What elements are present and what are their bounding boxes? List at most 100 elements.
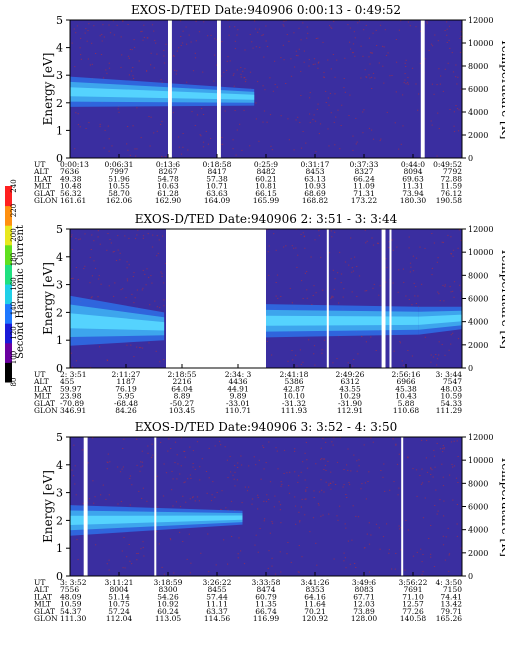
noise-speck xyxy=(232,74,234,76)
noise-speck xyxy=(344,557,346,559)
orbit-cell: 61.28 xyxy=(157,189,179,198)
data-gap xyxy=(217,20,221,158)
noise-speck xyxy=(108,569,110,571)
data-gap xyxy=(401,437,404,576)
y2-tick-label: 8000 xyxy=(468,62,488,71)
noise-speck xyxy=(109,461,111,463)
noise-speck xyxy=(379,285,381,287)
noise-speck xyxy=(237,29,239,31)
noise-speck xyxy=(215,564,217,566)
noise-speck xyxy=(265,462,267,464)
noise-speck xyxy=(133,39,135,41)
noise-speck xyxy=(300,70,302,72)
noise-speck xyxy=(297,571,299,573)
noise-speck xyxy=(395,91,397,93)
noise-speck xyxy=(371,76,373,78)
noise-speck xyxy=(304,498,306,500)
noise-speck xyxy=(199,466,201,468)
noise-speck xyxy=(136,289,138,291)
noise-speck xyxy=(179,531,181,533)
noise-speck xyxy=(446,28,448,30)
noise-speck xyxy=(291,350,293,351)
noise-speck xyxy=(433,455,436,457)
noise-speck xyxy=(134,148,136,150)
noise-speck xyxy=(227,477,229,479)
noise-speck xyxy=(122,567,124,569)
y2-tick-label: 8000 xyxy=(468,271,488,280)
noise-speck xyxy=(442,476,444,478)
noise-speck xyxy=(113,251,115,252)
orbit-cell: 73.94 xyxy=(402,189,424,198)
noise-speck xyxy=(452,249,455,251)
noise-speck xyxy=(355,117,357,119)
noise-speck xyxy=(73,444,75,446)
noise-speck xyxy=(258,28,261,30)
noise-speck xyxy=(300,506,302,508)
noise-speck xyxy=(309,531,311,533)
noise-speck xyxy=(241,464,243,466)
noise-speck xyxy=(276,450,278,452)
noise-speck xyxy=(266,229,268,231)
noise-speck xyxy=(175,501,177,503)
noise-speck xyxy=(165,472,168,474)
noise-speck xyxy=(106,72,108,74)
noise-speck xyxy=(83,268,85,270)
noise-speck xyxy=(408,247,410,249)
noise-speck xyxy=(150,52,152,54)
noise-speck xyxy=(286,553,288,555)
noise-speck xyxy=(75,494,77,496)
noise-speck xyxy=(230,500,233,502)
noise-speck xyxy=(394,122,396,124)
noise-speck xyxy=(343,87,345,89)
noise-speck xyxy=(415,286,417,288)
noise-speck xyxy=(119,252,121,254)
noise-speck xyxy=(236,479,238,481)
noise-speck xyxy=(421,573,423,575)
noise-speck xyxy=(403,82,405,84)
noise-speck xyxy=(456,535,458,537)
noise-speck xyxy=(369,52,372,54)
noise-speck xyxy=(332,481,334,483)
noise-speck xyxy=(325,441,327,443)
noise-speck xyxy=(386,267,388,269)
orbit-cell: 103.45 xyxy=(169,406,195,415)
noise-speck xyxy=(308,65,310,67)
noise-speck xyxy=(323,71,325,73)
noise-speck xyxy=(368,543,371,545)
noise-speck xyxy=(115,260,118,261)
noise-speck xyxy=(419,246,421,248)
noise-speck xyxy=(237,553,239,555)
noise-speck xyxy=(270,145,272,147)
noise-speck xyxy=(458,229,460,231)
noise-speck xyxy=(266,494,268,496)
noise-speck xyxy=(132,67,134,68)
noise-speck xyxy=(159,307,161,309)
noise-speck xyxy=(424,497,426,499)
noise-speck xyxy=(291,302,293,304)
noise-speck xyxy=(223,71,225,73)
noise-speck xyxy=(123,438,125,440)
noise-speck xyxy=(365,76,367,78)
noise-speck xyxy=(453,281,456,283)
noise-speck xyxy=(457,482,459,483)
noise-speck xyxy=(329,93,331,94)
y-tick-label: 0 xyxy=(56,570,63,583)
noise-speck xyxy=(108,62,110,64)
noise-speck xyxy=(206,492,208,494)
noise-speck xyxy=(333,437,335,439)
noise-speck xyxy=(268,499,270,500)
noise-speck xyxy=(271,557,273,559)
panel-1: EXOS-D/TED Date:940906 0:00:13 - 0:49:52… xyxy=(33,3,505,205)
noise-speck xyxy=(291,245,293,247)
orbit-cell: 4436 xyxy=(228,377,247,386)
noise-speck xyxy=(417,295,419,297)
noise-speck xyxy=(431,45,434,47)
noise-speck xyxy=(440,75,442,77)
noise-speck xyxy=(180,437,183,439)
noise-speck xyxy=(129,560,131,562)
noise-speck xyxy=(442,241,444,243)
orbit-cell: 77.26 xyxy=(402,607,424,616)
noise-speck xyxy=(241,149,243,151)
noise-speck xyxy=(142,39,144,41)
